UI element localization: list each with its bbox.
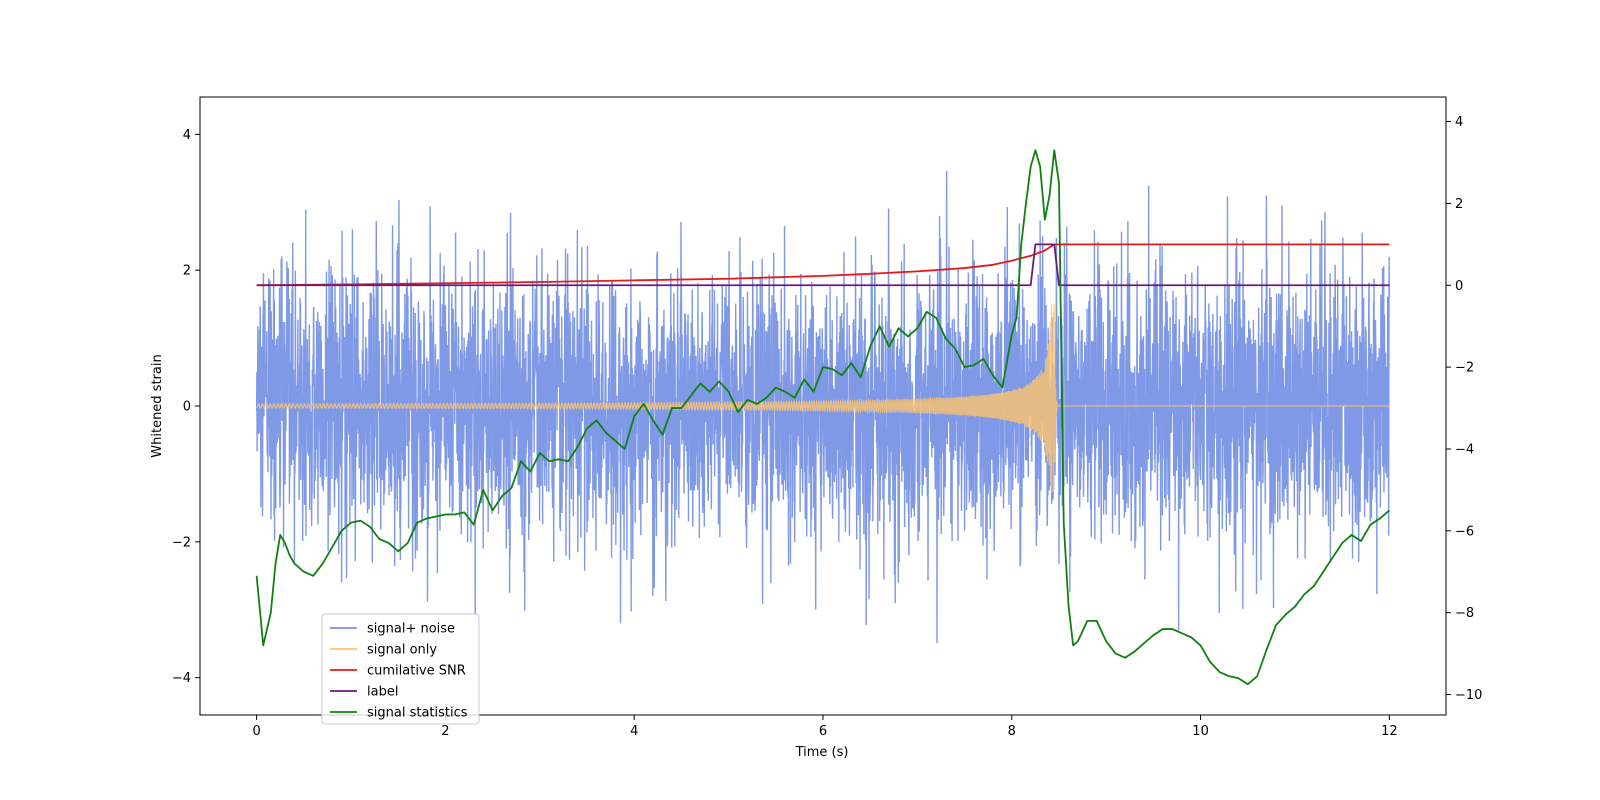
series-cumulative-snr-line — [256, 243, 1390, 287]
series-signal-noise-line — [255, 170, 1391, 644]
y-axis-left: −4 −2 0 2 4 — [172, 128, 200, 686]
y-left-tick-label: 4 — [183, 128, 191, 143]
y-right-tick-label: 4 — [1455, 115, 1463, 130]
legend-label: label — [367, 685, 398, 700]
legend-label: signal statistics — [367, 706, 468, 721]
y-axis-right: −10 −8 −6 −4 −2 0 2 4 — [1446, 115, 1482, 703]
series-signal-statistics-line — [255, 149, 1390, 686]
legend-entry-signal-statistics: signal statistics — [330, 706, 468, 721]
x-tick-label: 12 — [1381, 724, 1398, 739]
legend-label: signal+ noise — [367, 622, 455, 637]
x-axis: 0 2 4 6 8 10 12 — [252, 715, 1398, 739]
y-axis-title: Whitened strain — [150, 354, 165, 457]
legend: signal+ noise signal only cumilative SNR la… — [321, 613, 480, 725]
y-left-tick-label: 0 — [183, 400, 191, 415]
x-axis-title: Time (s) — [795, 745, 849, 760]
legend-entry-signal-only: signal only — [330, 643, 437, 658]
series-label-line — [256, 243, 1390, 287]
y-right-tick-label: −10 — [1455, 688, 1482, 703]
data-layer — [255, 149, 1391, 686]
y-right-tick-label: −4 — [1455, 442, 1474, 457]
y-right-tick-label: 0 — [1455, 279, 1463, 294]
legend-entry-label: label — [330, 685, 398, 700]
x-tick-label: 4 — [630, 724, 638, 739]
x-tick-label: 8 — [1008, 724, 1016, 739]
x-tick-label: 2 — [441, 724, 449, 739]
y-right-tick-label: −8 — [1455, 606, 1474, 621]
x-tick-label: 6 — [819, 724, 827, 739]
y-right-tick-label: −2 — [1455, 361, 1474, 376]
x-tick-label: 0 — [252, 724, 260, 739]
legend-entry-cumulative-snr: cumilative SNR — [330, 664, 466, 679]
y-right-tick-label: −6 — [1455, 524, 1474, 539]
legend-label: cumilative SNR — [367, 664, 466, 679]
y-right-tick-label: 2 — [1455, 197, 1463, 212]
legend-frame — [321, 613, 480, 725]
legend-entry-signal-noise: signal+ noise — [330, 622, 455, 637]
legend-label: signal only — [367, 643, 437, 658]
y-left-tick-label: −4 — [172, 671, 191, 686]
y-left-tick-label: −2 — [172, 535, 191, 550]
y-left-tick-label: 2 — [183, 264, 191, 279]
x-tick-label: 10 — [1192, 724, 1209, 739]
series-signal-only-line — [256, 304, 1390, 494]
